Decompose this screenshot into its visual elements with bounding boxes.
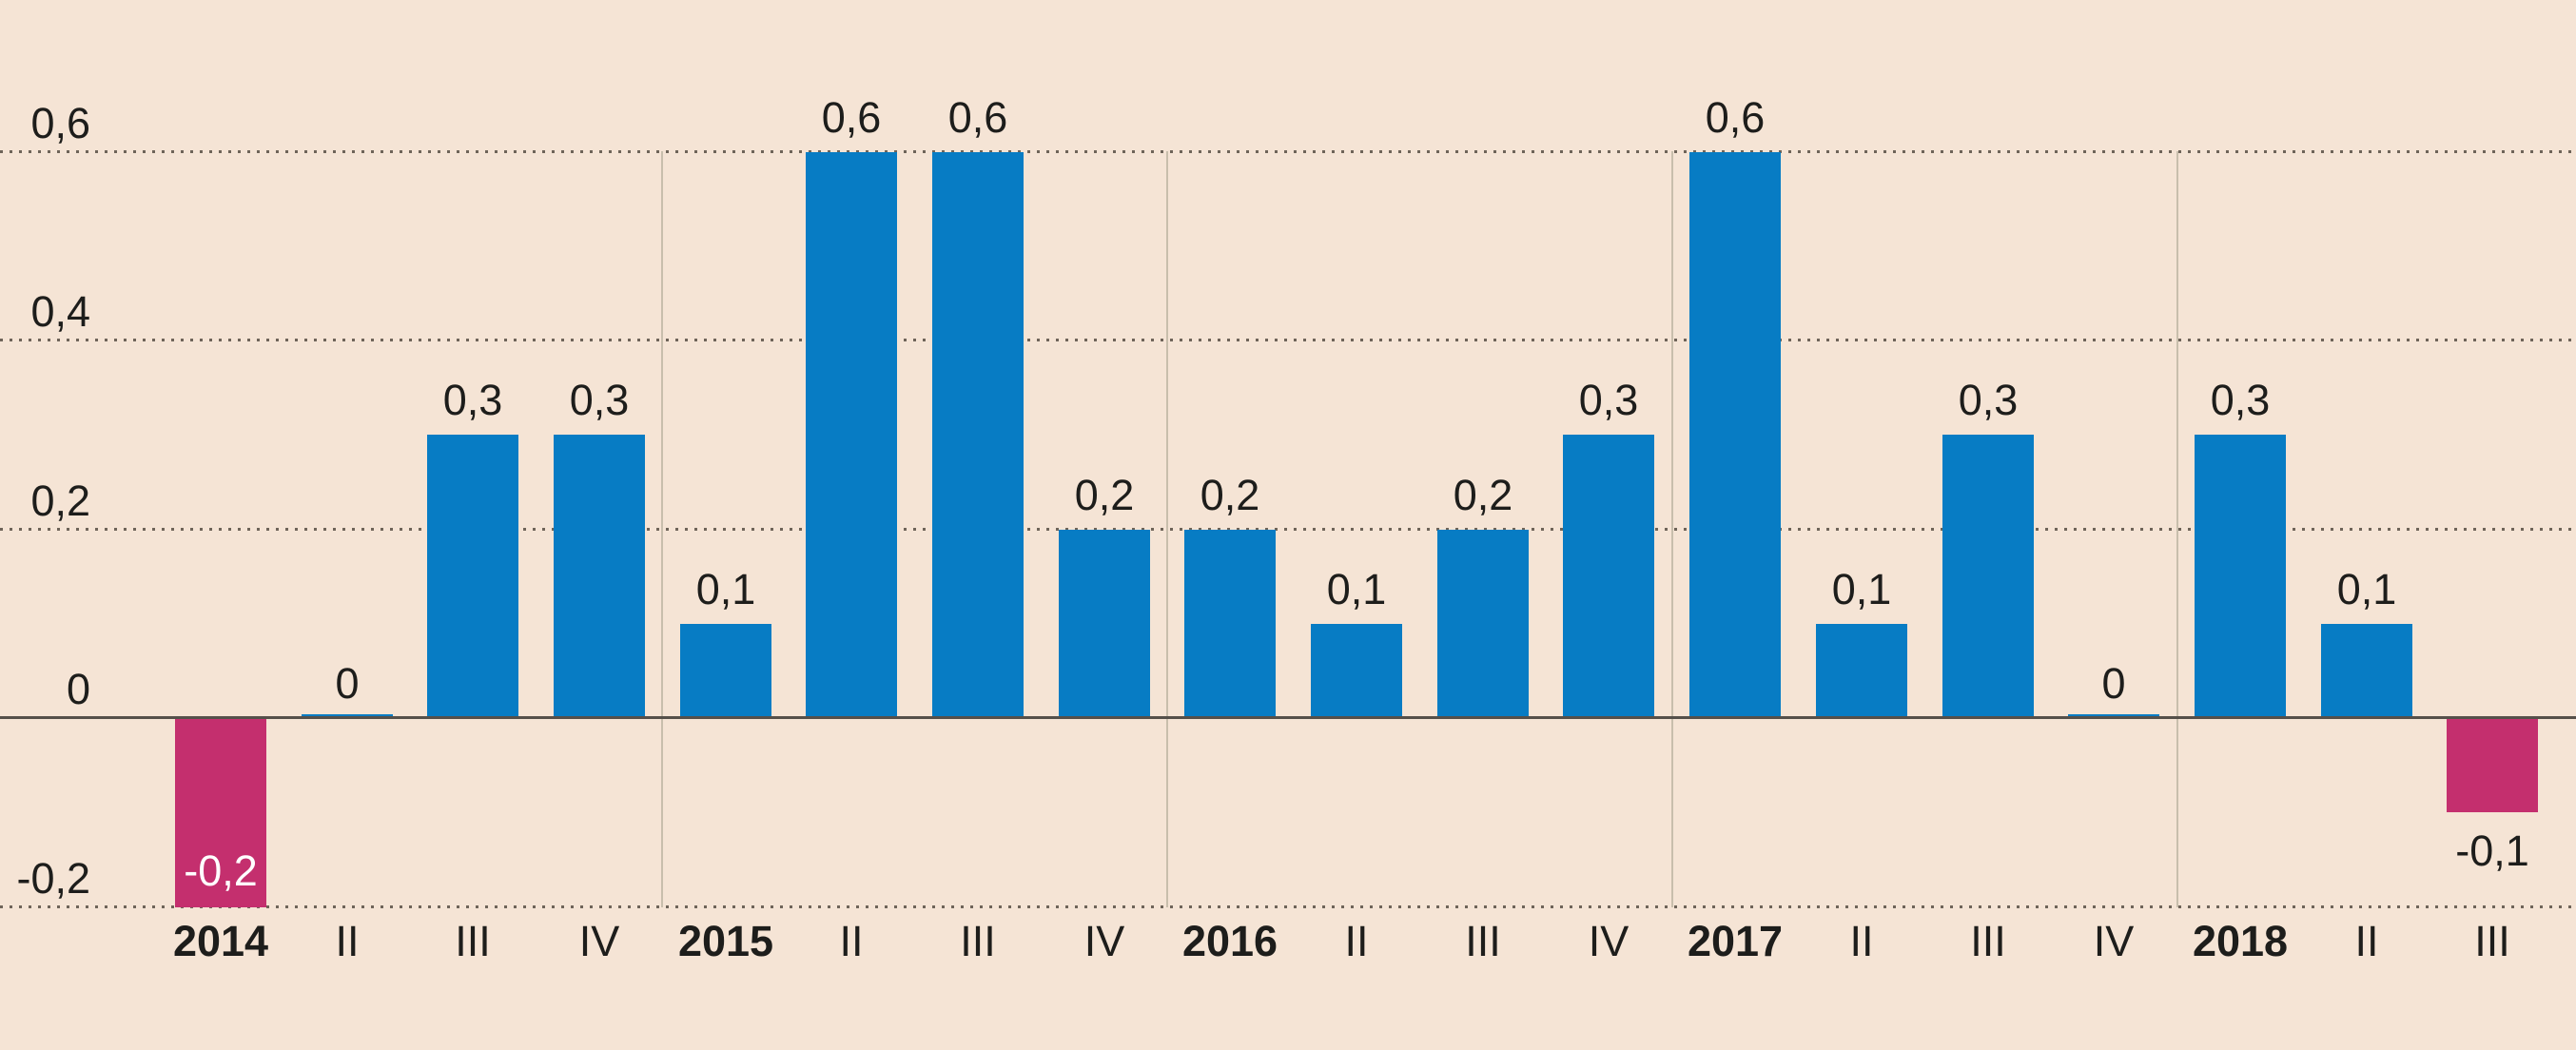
bar-value-label-II-13: 0,1 [1831,565,1892,613]
x-axis-label-III-14: III [1970,917,2006,965]
bar-2015-value-0_1 [680,624,771,717]
bar-IV-3-value-0_3 [554,435,645,717]
bar-value-label-III-2: 0,3 [442,376,503,424]
x-axis-label-IV-3: IV [578,917,620,965]
bar-value-label-II-17: 0,1 [2336,565,2397,613]
x-axis-label-IV-7: IV [1083,917,1125,965]
x-axis-label-IV-15: IV [2093,917,2135,965]
bar-value-label-III-14: 0,3 [1958,376,2019,424]
bar-value-label-IV-7: 0,2 [1074,471,1135,519]
bar-II-5-value-0_6 [806,152,897,718]
y-axis-label-0_6: 0,6 [30,99,90,147]
year-separator [661,151,663,907]
year-separator [1166,151,1168,907]
bar-2018-value-0_3 [2195,435,2286,717]
x-axis-label-III-2: III [455,917,491,965]
bar-value-label-III-18: -0,1 [2455,826,2529,875]
x-axis-label-IV-11: IV [1588,917,1630,965]
bar-value-label-II-1: 0 [335,659,360,708]
bar-III-10-value-0_2 [1437,530,1529,718]
bar-2017-value-0_6 [1689,152,1781,718]
bar-value-label-2017: 0,6 [1705,93,1766,142]
bar-2016-value-0_2 [1184,530,1276,718]
bar-II-9-value-0_1 [1311,624,1402,717]
gridline-0-4 [0,339,2576,341]
bar-III-14-value-0_3 [1942,435,2034,717]
bar-value-label-III-10: 0,2 [1453,471,1513,519]
bar-II-13-value-0_1 [1816,624,1907,717]
y-axis-label-0_4: 0,4 [30,287,90,336]
year-separator [2176,151,2178,907]
bar-value-label-IV-11: 0,3 [1578,376,1639,424]
x-axis-label-2014: 2014 [172,917,269,965]
x-axis-label-II-9: II [1344,917,1369,965]
bar-IV-7-value-0_2 [1059,530,1150,718]
y-axis-label-0_2: 0,2 [30,476,90,525]
bar-IV-11-value-0_3 [1563,435,1654,717]
x-axis-label-2015: 2015 [677,917,774,965]
x-axis-label-II-5: II [839,917,864,965]
x-axis-label-III-10: III [1465,917,1501,965]
bar-III-2-value-0_3 [427,435,518,717]
bar-III-18-value--0_1 [2447,719,2538,812]
bar-value-label-II-9: 0,1 [1326,565,1387,613]
bar-value-label-II-5: 0,6 [821,93,882,142]
bar-value-label-2016: 0,2 [1200,471,1260,519]
bar-III-6-value-0_6 [932,152,1024,718]
gridline-0-6 [0,149,2576,153]
zero-axis-line [0,716,2576,719]
gridline-neg-0-2 [0,904,2576,908]
year-separator [1671,151,1673,907]
bar-2014-value--0_2 [175,719,266,907]
gridline-0-2 [0,527,2576,531]
bar-value-label-2015: 0,1 [695,565,756,613]
x-axis-label-II-1: II [335,917,360,965]
x-axis-label-2016: 2016 [1181,917,1278,965]
y-axis-label--0_2: -0,2 [16,854,90,903]
x-axis-label-2017: 2017 [1687,917,1784,965]
x-axis-label-II-17: II [2354,917,2379,965]
x-axis-label-II-13: II [1849,917,1874,965]
x-axis-label-2018: 2018 [2192,917,2289,965]
x-axis-label-III-18: III [2474,917,2510,965]
bar-value-label-2018: 0,3 [2210,376,2271,424]
bar-value-label-IV-3: 0,3 [569,376,630,424]
bar-value-label-III-6: 0,6 [947,93,1008,142]
bar-value-label-2014: -0,2 [184,846,258,895]
bar-II-17-value-0_1 [2321,624,2412,717]
x-axis-label-III-6: III [960,917,996,965]
bar-value-label-IV-15: 0 [2101,659,2126,708]
y-axis-label-0: 0 [66,665,90,713]
